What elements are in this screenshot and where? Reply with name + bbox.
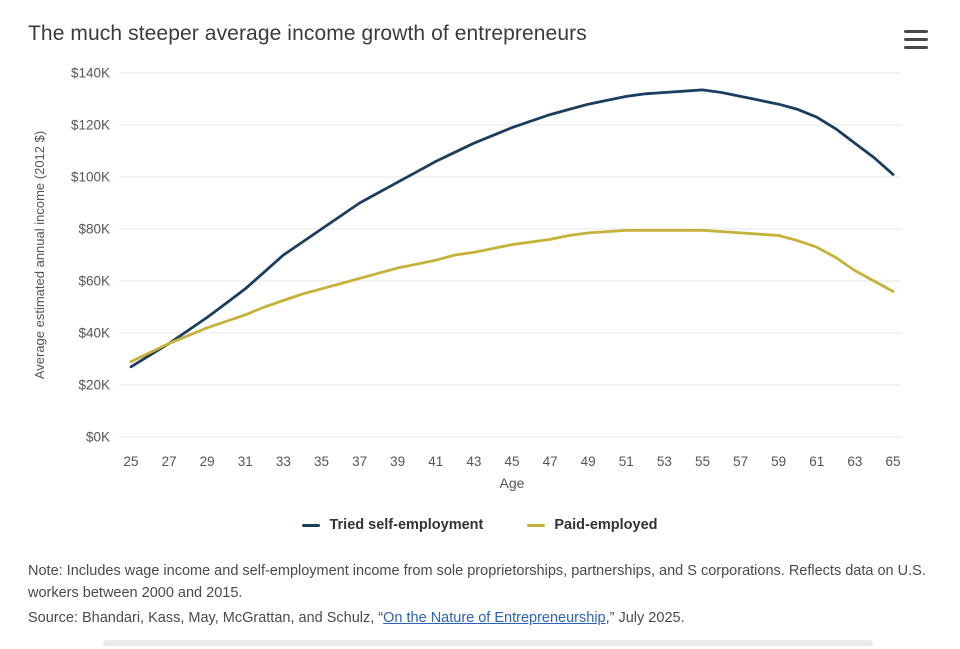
x-tick-label: 35: [314, 454, 329, 469]
x-tick-label: 51: [619, 454, 634, 469]
legend-swatch-tried-self-employment: [302, 523, 321, 527]
hamburger-icon: [904, 30, 928, 49]
chart-context-menu-button[interactable]: [904, 30, 928, 49]
source-link[interactable]: On the Nature of Entrepreneurship: [383, 609, 606, 626]
y-axis-title: Average estimated annual income (2012 $): [32, 131, 47, 379]
x-tick-label: 41: [428, 454, 443, 469]
legend-label-tried-self-employment: Tried self-employment: [329, 517, 484, 533]
x-tick-label: 43: [466, 454, 481, 469]
x-tick-label: 57: [733, 454, 748, 469]
x-tick-label: 63: [847, 454, 862, 469]
x-tick-label: 49: [581, 454, 596, 469]
x-tick-label: 39: [390, 454, 405, 469]
legend-swatch-paid-employed: [527, 523, 546, 527]
x-tick-label: 45: [504, 454, 519, 469]
y-tick-label: $140K: [71, 66, 110, 81]
x-tick-label: 25: [123, 454, 138, 469]
series-line-tried-self-employment[interactable]: [129, 88, 895, 369]
x-axis-title: Age: [500, 475, 525, 491]
legend-item-tried-self-employment[interactable]: Tried self-employment: [302, 517, 483, 533]
x-tick-label: 55: [695, 454, 710, 469]
x-tick-label: 31: [238, 454, 253, 469]
x-tick-label: 61: [809, 454, 824, 469]
source-prefix: Source: Bhandari, Kass, May, McGrattan, …: [28, 609, 384, 626]
legend-item-paid-employed[interactable]: Paid-employed: [527, 517, 658, 533]
x-tick-label: 29: [200, 454, 215, 469]
x-tick-label: 65: [885, 454, 900, 469]
y-tick-label: $80K: [78, 222, 110, 237]
x-tick-label: 33: [276, 454, 291, 469]
y-tick-label: $120K: [71, 118, 110, 133]
x-tick-label: 47: [543, 454, 558, 469]
legend: Tried self-employment Paid-employed: [0, 517, 960, 533]
chart-title: The much steeper average income growth o…: [28, 22, 587, 45]
chart-plot-area: $0K $20K $40K $60K $80K $100K $120K $140K 25 27 29…: [32, 66, 901, 491]
x-tick-label: 53: [657, 454, 672, 469]
y-tick-label: $100K: [71, 170, 110, 185]
y-tick-label: $40K: [78, 326, 110, 341]
legend-label-paid-employed: Paid-employed: [554, 517, 658, 533]
y-tick-label: $60K: [78, 274, 110, 289]
bottom-divider: [103, 640, 873, 646]
x-tick-label: 59: [771, 454, 786, 469]
x-tick-label: 27: [162, 454, 177, 469]
series-line-paid-employed[interactable]: [129, 228, 895, 364]
source-suffix: ,” July 2025.: [605, 609, 685, 626]
y-tick-label: $0K: [86, 430, 110, 445]
source-text: Source: Bhandari, Kass, May, McGrattan, …: [28, 608, 932, 630]
y-tick-label: $20K: [78, 378, 110, 393]
footnote: Note: Includes wage income and self-empl…: [28, 561, 932, 632]
note-text: Note: Includes wage income and self-empl…: [28, 563, 926, 601]
x-tick-label: 37: [352, 454, 367, 469]
